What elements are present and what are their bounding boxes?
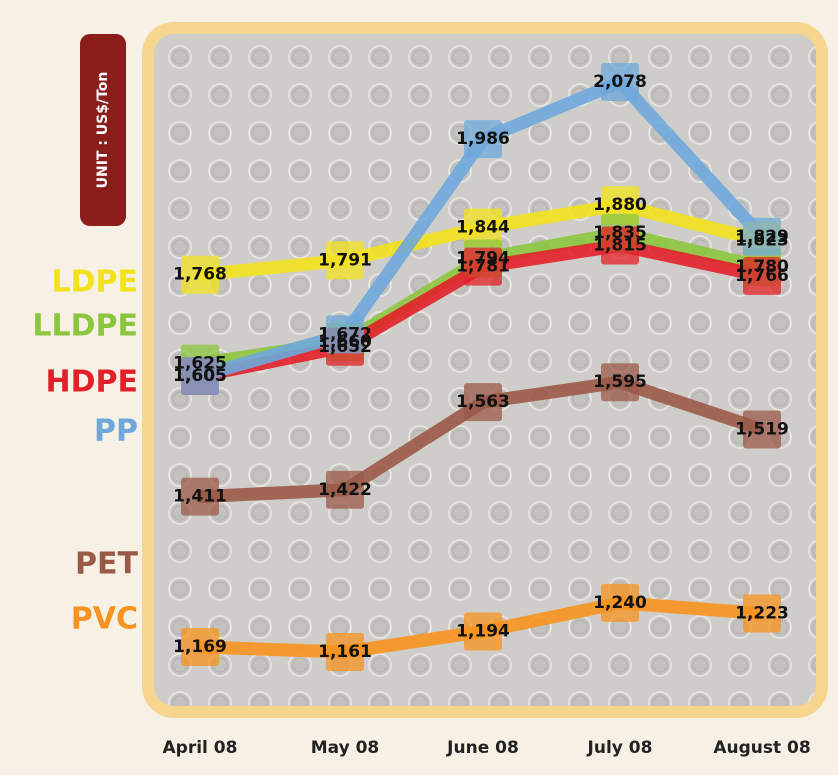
x-tick-label: July 08 xyxy=(587,738,653,758)
data-label: 1,672 xyxy=(318,324,372,344)
x-tick-label: June 08 xyxy=(446,738,519,758)
data-label: 1,563 xyxy=(456,392,510,412)
data-label: 1,161 xyxy=(318,642,372,662)
legend-label: PP xyxy=(94,414,138,449)
x-tick-label: April 08 xyxy=(163,738,238,758)
legend-label: PVC xyxy=(71,602,138,637)
x-tick-label: May 08 xyxy=(311,738,380,758)
data-label: 1,986 xyxy=(456,129,510,149)
data-label: 1,411 xyxy=(173,487,227,507)
data-label: 1,829 xyxy=(735,227,789,247)
data-label: 1,766 xyxy=(735,266,789,286)
chart: UNIT : US$/Ton April 08 May 08 June 08 July… xyxy=(0,0,838,775)
legend-label: HDPE xyxy=(46,365,139,400)
data-label: 1,768 xyxy=(173,265,227,285)
data-label: 1,169 xyxy=(173,637,227,657)
data-label: 1,605 xyxy=(173,366,227,386)
data-label: 1,844 xyxy=(456,217,510,237)
legend-label: PET xyxy=(75,547,138,582)
data-label: 1,223 xyxy=(735,603,789,623)
legend-label: LLDPE xyxy=(32,309,138,344)
data-label: 1,595 xyxy=(593,372,647,392)
data-label: 1,519 xyxy=(735,419,789,439)
data-label: 1,880 xyxy=(593,195,647,215)
legend-label: LDPE xyxy=(52,265,139,300)
data-label: 1,781 xyxy=(456,257,510,277)
x-tick-label: August 08 xyxy=(713,738,810,758)
unit-label: UNIT : US$/Ton xyxy=(95,72,111,189)
data-label: 1,791 xyxy=(318,250,372,270)
data-label: 1,194 xyxy=(456,621,510,641)
data-label: 2,078 xyxy=(593,72,647,92)
data-label: 1,240 xyxy=(593,593,647,613)
data-label: 1,815 xyxy=(593,235,647,255)
data-label: 1,422 xyxy=(318,480,372,500)
